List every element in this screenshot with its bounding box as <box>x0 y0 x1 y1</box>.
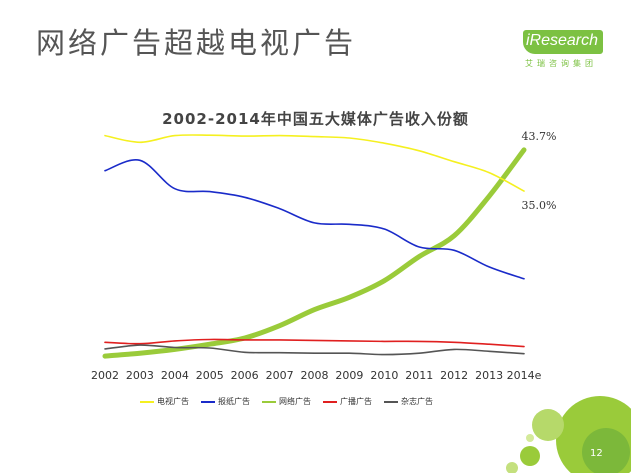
x-tick-label: 2011 <box>405 369 433 382</box>
x-tick-label: 2009 <box>335 369 363 382</box>
legend-item: 电视广告 <box>140 396 189 407</box>
data-label: 35.0% <box>522 199 557 212</box>
x-tick-label: 2008 <box>301 369 329 382</box>
legend-item: 报纸广告 <box>201 396 250 407</box>
legend-item: 杂志广告 <box>384 396 433 407</box>
deco-circle-small <box>520 446 540 466</box>
logo-badge <box>523 30 603 54</box>
data-label: 43.7% <box>522 130 557 143</box>
deco-circle-dot <box>526 434 534 442</box>
series-line <box>102 147 527 359</box>
legend-swatch <box>262 400 276 403</box>
legend-item: 广播广告 <box>323 396 372 407</box>
series-line <box>104 159 525 280</box>
x-tick-label: 2014e <box>507 369 542 382</box>
x-tick-label: 2010 <box>370 369 398 382</box>
legend-swatch <box>384 400 398 403</box>
x-tick-label: 2002 <box>91 369 119 382</box>
x-tick-label: 2004 <box>161 369 189 382</box>
legend-swatch <box>201 400 215 403</box>
slide-title: 网络广告超越电视广告 <box>36 26 357 60</box>
series-line <box>104 134 525 192</box>
legend-item: 网络广告 <box>262 396 311 407</box>
x-tick-label: 2005 <box>196 369 224 382</box>
legend-label: 电视广告 <box>157 397 189 406</box>
x-tick-label: 2003 <box>126 369 154 382</box>
logo-brand: iResearch <box>526 32 599 49</box>
deco-circle-inner <box>582 428 630 473</box>
x-tick-label: 2012 <box>440 369 468 382</box>
x-tick-label: 2006 <box>231 369 259 382</box>
series-line <box>104 338 525 348</box>
legend-label: 杂志广告 <box>401 397 433 406</box>
deco-circle-mid <box>532 409 564 441</box>
logo-subtitle: 艾瑞咨询集团 <box>525 59 597 68</box>
page-number: 12 <box>590 448 603 459</box>
legend-label: 广播广告 <box>340 397 372 406</box>
chart-title: 2002-2014年中国五大媒体广告收入份额 <box>162 110 469 128</box>
legend-swatch <box>323 400 337 403</box>
x-tick-label: 2007 <box>266 369 294 382</box>
series-line <box>104 344 525 356</box>
legend-label: 报纸广告 <box>218 397 250 406</box>
chart-legend: 电视广告 报纸广告 网络广告 广播广告 杂志广告 <box>140 396 433 407</box>
legend-label: 网络广告 <box>279 397 311 406</box>
x-tick-label: 2013 <box>475 369 503 382</box>
iresearch-logo: iResearch 艾瑞咨询集团 <box>523 30 607 74</box>
deco-circle-tiny <box>506 462 518 473</box>
legend-swatch <box>140 400 154 403</box>
